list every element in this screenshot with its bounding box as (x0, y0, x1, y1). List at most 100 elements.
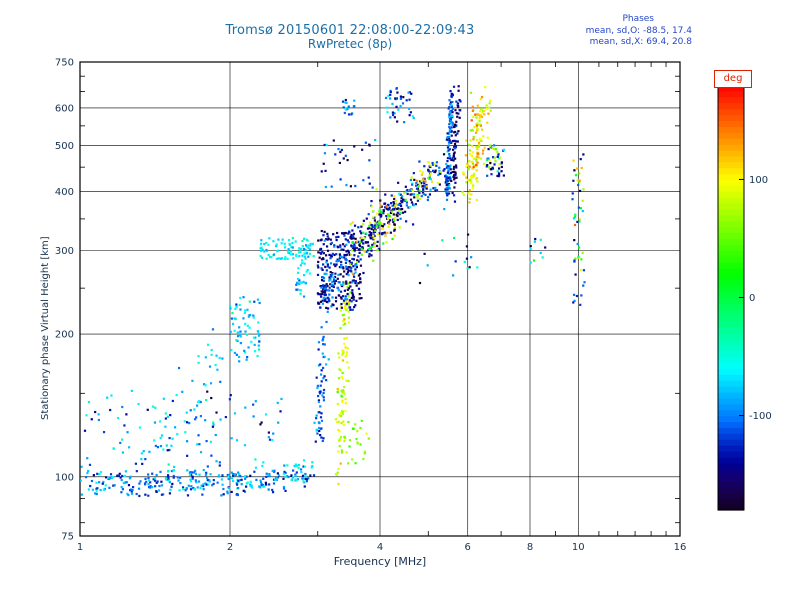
data-point (322, 399, 326, 402)
x-tick-label: 10 (572, 542, 585, 553)
data-point (269, 255, 272, 259)
data-point (354, 271, 357, 274)
data-point (230, 490, 233, 494)
data-point (226, 492, 229, 495)
data-point (411, 223, 415, 226)
data-point (315, 376, 318, 379)
data-point (300, 247, 303, 251)
data-point (357, 282, 360, 285)
data-point (357, 260, 360, 263)
data-point (393, 226, 396, 229)
data-point (265, 241, 268, 245)
data-point (469, 182, 473, 185)
data-point (412, 204, 415, 207)
data-point (449, 171, 453, 175)
colorbar-segment (718, 368, 744, 375)
data-point (391, 204, 394, 207)
data-point (322, 377, 325, 380)
data-point (296, 271, 300, 274)
data-point (287, 251, 290, 254)
data-point (131, 486, 135, 489)
data-point (581, 209, 584, 213)
data-point (235, 339, 238, 342)
data-point (321, 299, 324, 302)
data-point (365, 432, 368, 435)
data-point (341, 377, 344, 380)
data-point (322, 296, 325, 300)
data-point (454, 140, 458, 143)
data-point (239, 342, 242, 345)
data-point (414, 203, 418, 206)
data-point (389, 90, 392, 94)
data-point (120, 474, 124, 478)
data-point (312, 255, 315, 258)
data-point (295, 479, 298, 482)
data-point (181, 486, 185, 489)
data-point (477, 156, 480, 159)
data-point (109, 476, 112, 479)
data-point (401, 200, 404, 204)
colorbar-segment (718, 498, 744, 505)
data-point (353, 105, 356, 108)
colorbar-segment (718, 332, 744, 340)
data-point (450, 179, 453, 183)
data-point (371, 209, 375, 213)
data-point (345, 307, 349, 311)
data-point (351, 458, 354, 461)
data-point (324, 238, 328, 241)
data-point (451, 92, 454, 96)
data-point (387, 213, 390, 216)
data-point (305, 245, 309, 248)
data-point (292, 257, 295, 260)
data-point (452, 167, 455, 171)
data-point (399, 97, 403, 100)
data-point (451, 191, 454, 195)
data-point (404, 190, 407, 193)
colorbar-segment (718, 197, 744, 204)
data-point (198, 473, 201, 476)
data-point (84, 476, 88, 479)
data-point (337, 289, 340, 292)
data-point (365, 250, 368, 254)
data-point (189, 488, 193, 491)
x-tick-label: 4 (377, 542, 383, 553)
data-point (391, 237, 394, 241)
data-point (243, 311, 247, 314)
data-point (342, 243, 345, 246)
data-point (455, 176, 458, 179)
chart-title: Tromsø 20150601 22:08:00-22:09:43 (225, 23, 475, 38)
data-point (343, 322, 347, 325)
data-point (485, 104, 488, 107)
data-point (471, 162, 475, 165)
data-point (104, 476, 108, 479)
data-point (344, 346, 347, 349)
data-point (397, 108, 400, 111)
data-point (238, 474, 241, 478)
data-point (271, 438, 274, 442)
data-point (350, 300, 353, 303)
colorbar-segment (718, 291, 744, 299)
data-point (541, 256, 544, 259)
data-point (176, 433, 179, 436)
colorbar-segment (718, 238, 744, 245)
data-point (244, 406, 247, 409)
data-point (94, 410, 97, 414)
data-point (309, 244, 312, 247)
data-point (326, 310, 329, 313)
data-point (188, 422, 191, 425)
data-point (303, 255, 307, 258)
data-point (396, 211, 399, 214)
data-point (323, 239, 326, 242)
data-point (340, 232, 344, 235)
data-point (193, 408, 196, 411)
data-point (342, 301, 346, 304)
data-point (472, 173, 476, 176)
data-point (127, 493, 130, 497)
data-point (582, 269, 586, 272)
data-point (354, 423, 357, 426)
data-point (409, 111, 412, 114)
data-point (448, 130, 451, 134)
data-point (353, 245, 356, 248)
data-point (446, 136, 449, 139)
data-point (243, 490, 247, 493)
